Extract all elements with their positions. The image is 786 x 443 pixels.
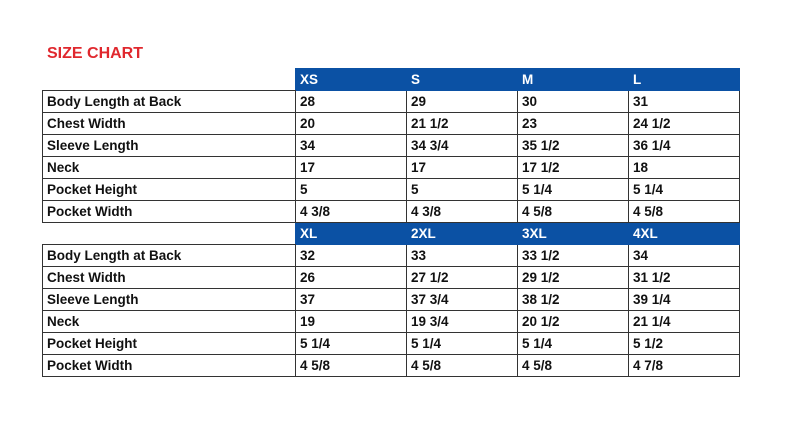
measure-value: 17 1/2	[517, 156, 629, 179]
measure-label: Pocket Width	[42, 354, 296, 377]
measure-value: 34 3/4	[406, 134, 518, 157]
measure-value: 34	[295, 134, 407, 157]
size-header: 4XL	[628, 222, 740, 245]
size-header: XL	[295, 222, 407, 245]
measure-value: 39 1/4	[628, 288, 740, 311]
measure-value: 29 1/2	[517, 266, 629, 289]
size-header: S	[406, 68, 518, 91]
measure-value: 26	[295, 266, 407, 289]
measure-label: Pocket Height	[42, 332, 296, 355]
blank-cell	[42, 68, 296, 91]
size-header-row: XS S M L	[42, 68, 740, 91]
measure-value: 5 1/2	[628, 332, 740, 355]
measure-label: Body Length at Back	[42, 244, 296, 267]
measure-row: Body Length at Back 32 33 33 1/2 34	[42, 244, 740, 267]
measure-value: 5 1/4	[406, 332, 518, 355]
measure-value: 19	[295, 310, 407, 333]
measure-value: 17	[295, 156, 407, 179]
measure-value: 33	[406, 244, 518, 267]
measure-value: 31 1/2	[628, 266, 740, 289]
measure-value: 19 3/4	[406, 310, 518, 333]
measure-value: 4 5/8	[295, 354, 407, 377]
chart-title: SIZE CHART	[47, 45, 143, 62]
table-body: XS S M L Body Length at Back 28 29 30 31 Chest Wi…	[42, 68, 740, 377]
size-table: XS S M L Body Length at Back 28 29 30 31 Chest Wi…	[42, 68, 740, 377]
measure-row: Sleeve Length 34 34 3/4 35 1/2 36 1/4	[42, 134, 740, 157]
measure-value: 37	[295, 288, 407, 311]
measure-value: 38 1/2	[517, 288, 629, 311]
measure-row: Neck 17 17 17 1/2 18	[42, 156, 740, 179]
measure-value: 30	[517, 90, 629, 113]
measure-row: Pocket Width 4 3/8 4 3/8 4 5/8 4 5/8	[42, 200, 740, 223]
measure-value: 34	[628, 244, 740, 267]
measure-value: 35 1/2	[517, 134, 629, 157]
measure-row: Pocket Height 5 1/4 5 1/4 5 1/4 5 1/2	[42, 332, 740, 355]
measure-value: 5 1/4	[295, 332, 407, 355]
measure-value: 31	[628, 90, 740, 113]
measure-value: 32	[295, 244, 407, 267]
measure-value: 28	[295, 90, 407, 113]
measure-value: 4 5/8	[517, 200, 629, 223]
measure-label: Neck	[42, 156, 296, 179]
measure-value: 24 1/2	[628, 112, 740, 135]
measure-row: Pocket Height 5 5 5 1/4 5 1/4	[42, 178, 740, 201]
measure-label: Pocket Width	[42, 200, 296, 223]
measure-row: Pocket Width 4 5/8 4 5/8 4 5/8 4 7/8	[42, 354, 740, 377]
size-header: 2XL	[406, 222, 518, 245]
measure-value: 4 3/8	[295, 200, 407, 223]
measure-value: 20 1/2	[517, 310, 629, 333]
measure-label: Sleeve Length	[42, 288, 296, 311]
measure-label: Sleeve Length	[42, 134, 296, 157]
size-header: M	[517, 68, 629, 91]
size-header: XS	[295, 68, 407, 91]
measure-value: 5	[406, 178, 518, 201]
blank-cell	[42, 222, 296, 245]
measure-value: 33 1/2	[517, 244, 629, 267]
measure-value: 18	[628, 156, 740, 179]
measure-value: 4 5/8	[406, 354, 518, 377]
size-header-row: XL 2XL 3XL 4XL	[42, 222, 740, 245]
measure-value: 37 3/4	[406, 288, 518, 311]
measure-label: Neck	[42, 310, 296, 333]
size-header: 3XL	[517, 222, 629, 245]
measure-row: Chest Width 26 27 1/2 29 1/2 31 1/2	[42, 266, 740, 289]
measure-label: Chest Width	[42, 266, 296, 289]
measure-value: 4 3/8	[406, 200, 518, 223]
measure-value: 27 1/2	[406, 266, 518, 289]
measure-row: Body Length at Back 28 29 30 31	[42, 90, 740, 113]
measure-value: 5 1/4	[628, 178, 740, 201]
measure-value: 5	[295, 178, 407, 201]
measure-value: 4 5/8	[517, 354, 629, 377]
measure-label: Chest Width	[42, 112, 296, 135]
measure-value: 5 1/4	[517, 332, 629, 355]
measure-label: Pocket Height	[42, 178, 296, 201]
measure-value: 4 7/8	[628, 354, 740, 377]
measure-value: 4 5/8	[628, 200, 740, 223]
measure-value: 29	[406, 90, 518, 113]
measure-value: 20	[295, 112, 407, 135]
measure-value: 36 1/4	[628, 134, 740, 157]
measure-value: 21 1/2	[406, 112, 518, 135]
measure-label: Body Length at Back	[42, 90, 296, 113]
measure-row: Neck 19 19 3/4 20 1/2 21 1/4	[42, 310, 740, 333]
measure-value: 23	[517, 112, 629, 135]
measure-value: 21 1/4	[628, 310, 740, 333]
measure-value: 17	[406, 156, 518, 179]
size-header: L	[628, 68, 740, 91]
measure-row: Chest Width 20 21 1/2 23 24 1/2	[42, 112, 740, 135]
measure-row: Sleeve Length 37 37 3/4 38 1/2 39 1/4	[42, 288, 740, 311]
measure-value: 5 1/4	[517, 178, 629, 201]
